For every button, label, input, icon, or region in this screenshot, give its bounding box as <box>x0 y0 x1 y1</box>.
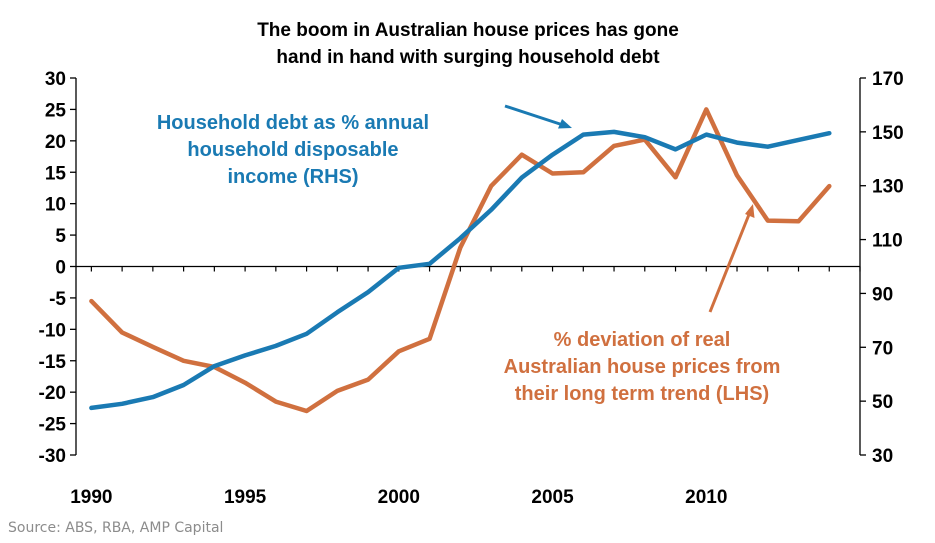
x-axis-ticks: 1990 1995 2000 2005 2010 <box>70 266 861 508</box>
prices-label-arrowhead <box>745 204 755 218</box>
left-tick-label: 10 <box>45 195 66 216</box>
debt-label-arrow <box>504 104 567 128</box>
right-tick-label: 50 <box>872 392 893 413</box>
debt-series-label: Household debt as % annual household dis… <box>157 104 572 188</box>
debt-series-line <box>89 129 832 411</box>
prices-series-label: % deviation of real Australian house pri… <box>504 204 781 405</box>
prices-label-arrow <box>708 211 752 313</box>
source-note: Source: ABS, RBA, AMP Capital <box>8 520 223 536</box>
left-tick-label: 20 <box>45 132 66 153</box>
left-tick-label: -25 <box>39 415 67 436</box>
right-tick-label: 110 <box>872 231 903 252</box>
prices-label-line-2: Australian house prices from <box>504 356 781 378</box>
left-tick-label: -20 <box>39 383 66 404</box>
debt-label-line-2: household disposable <box>187 139 398 161</box>
left-tick-label: -15 <box>39 352 67 373</box>
prices-label-line-1: % deviation of real <box>554 329 731 351</box>
x-tick-label: 1990 <box>70 487 112 508</box>
chart-title-line-2: hand in hand with surging household debt <box>276 47 660 68</box>
left-tick-label: 15 <box>45 163 67 184</box>
left-tick-label: -10 <box>39 320 66 341</box>
chart-title-line-1: The boom in Australian house prices has … <box>257 20 679 41</box>
debt-label-arrowhead <box>558 119 572 129</box>
left-tick-label: 0 <box>55 258 66 279</box>
right-tick-label: 90 <box>872 284 893 305</box>
left-tick-label: 5 <box>55 226 66 247</box>
x-tick-label: 1995 <box>224 487 267 508</box>
left-axis-ticks: 30 25 20 15 10 5 0 -5 -10 -15 -20 -25 -30 <box>39 69 76 467</box>
right-tick-label: 130 <box>872 177 904 198</box>
right-tick-label: 170 <box>872 69 904 90</box>
prices-label-line-3: their long term trend (LHS) <box>515 383 769 405</box>
debt-label-line-1: Household debt as % annual <box>157 112 429 134</box>
right-tick-label: 70 <box>872 338 893 359</box>
debt-label-line-3: income (RHS) <box>227 166 358 188</box>
right-tick-label: 30 <box>872 446 893 467</box>
x-tick-label: 2000 <box>378 487 420 508</box>
series-layer <box>89 107 832 414</box>
left-tick-label: -5 <box>49 289 66 310</box>
right-axis-ticks: 170 150 130 110 90 70 50 30 <box>860 69 904 467</box>
left-tick-label: 25 <box>45 100 67 121</box>
left-tick-label: -30 <box>39 446 66 467</box>
x-tick-label: 2010 <box>685 487 727 508</box>
x-tick-label: 2005 <box>531 487 574 508</box>
right-tick-label: 150 <box>872 123 904 144</box>
left-tick-label: 30 <box>45 69 66 90</box>
